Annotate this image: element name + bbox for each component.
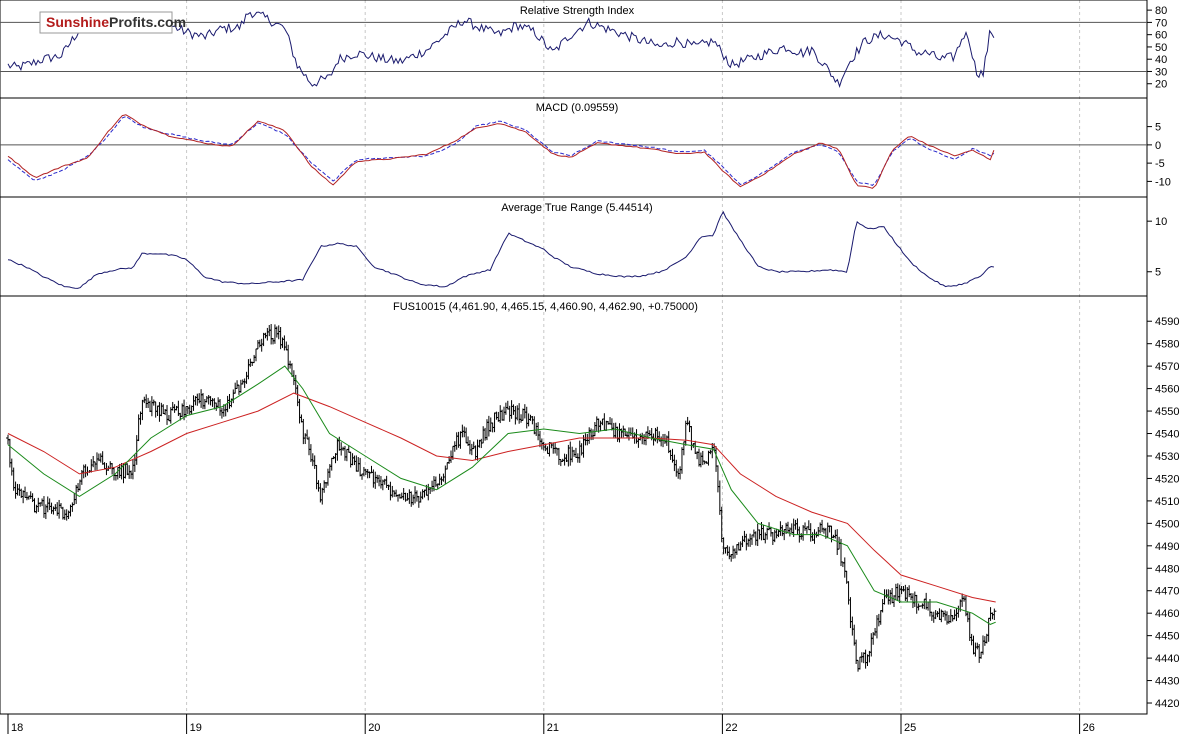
atr-y-ticks: 10 5 xyxy=(1147,216,1167,279)
rsi-reference-lines xyxy=(0,21,1147,72)
price-y-tick-label: 4560 xyxy=(1155,384,1179,396)
macd-y-tick-label: 0 xyxy=(1155,140,1161,152)
price-y-tick-label: 4440 xyxy=(1155,653,1179,665)
macd-title: MACD (0.09559) xyxy=(536,102,619,114)
time-tick-label: 22 xyxy=(725,722,737,734)
rsi-y-tick-label: 40 xyxy=(1155,54,1167,66)
time-tick-label: 25 xyxy=(904,722,916,734)
macd-y-tick-label: -10 xyxy=(1155,176,1171,188)
logo-text: SunshineProfits.com xyxy=(46,14,186,30)
price-y-tick-label: 4500 xyxy=(1155,518,1179,530)
price-y-tick-label: 4460 xyxy=(1155,608,1179,620)
price-y-tick-label: 4420 xyxy=(1155,698,1179,710)
atr-y-tick-label: 5 xyxy=(1155,267,1161,279)
price-y-tick-label: 4580 xyxy=(1155,339,1179,351)
price-candles xyxy=(6,323,997,672)
time-axis: 18 19 20 21 22 25 26 xyxy=(0,713,1147,734)
atr-title: Average True Range (5.44514) xyxy=(501,202,652,214)
price-y-tick-label: 4590 xyxy=(1155,316,1179,328)
price-y-tick-label: 4550 xyxy=(1155,406,1179,418)
price-y-tick-label: 4570 xyxy=(1155,361,1179,373)
atr-series xyxy=(7,210,994,289)
macd-y-ticks: 5 0 -5 -10 xyxy=(1147,122,1171,188)
price-moving-averages xyxy=(7,365,996,625)
logo-part3: .com xyxy=(153,14,186,30)
logo-box xyxy=(39,11,173,34)
price-y-tick-label: 4530 xyxy=(1155,451,1179,463)
price-y-tick-label: 4540 xyxy=(1155,429,1179,441)
price-y-tick-label: 4470 xyxy=(1155,586,1179,598)
price-y-ticks: 4420 4430 4440 4450 4460 4470 4480 4490 4500 4510… xyxy=(1147,316,1179,710)
rsi-y-tick-label: 30 xyxy=(1155,66,1167,78)
logo-part1: Sunshine xyxy=(46,14,109,30)
fast-moving-average xyxy=(7,365,996,625)
macd-y-tick-label: 5 xyxy=(1155,122,1161,134)
price-y-tick-label: 4490 xyxy=(1155,541,1179,553)
atr-line xyxy=(7,210,994,289)
rsi-y-tick-label: 80 xyxy=(1155,5,1167,17)
time-tick-label: 18 xyxy=(11,722,23,734)
atr-y-tick-label: 10 xyxy=(1155,216,1167,228)
atr-panel: Average True Range (5.44514) 10 5 xyxy=(0,196,1167,297)
rsi-y-tick-label: 70 xyxy=(1155,17,1167,29)
price-y-tick-label: 4520 xyxy=(1155,473,1179,485)
macd-panel: MACD (0.09559) 5 0 -5 -10 xyxy=(0,97,1171,198)
time-tick-label: 21 xyxy=(547,722,559,734)
rsi-title: Relative Strength Index xyxy=(520,5,635,17)
price-panel: FUS10015 (4,461.90, 4,465.15, 4,460.90, … xyxy=(0,295,1179,715)
macd-y-tick-label: -5 xyxy=(1155,158,1165,170)
macd-signal-line xyxy=(7,116,995,186)
rsi-y-tick-label: 50 xyxy=(1155,42,1167,54)
logo-part2: Profits xyxy=(109,14,154,30)
price-y-tick-label: 4510 xyxy=(1155,496,1179,508)
time-tick-label: 19 xyxy=(190,722,202,734)
macd-main-line xyxy=(7,114,995,189)
vertical-gridlines xyxy=(186,0,1081,714)
price-title: FUS10015 (4,461.90, 4,465.15, 4,460.90, … xyxy=(393,301,698,313)
time-tick-label: 20 xyxy=(368,722,380,734)
time-axis-ticks: 18 19 20 21 22 25 26 xyxy=(7,714,1095,734)
price-y-tick-label: 4480 xyxy=(1155,563,1179,575)
price-y-tick-label: 4450 xyxy=(1155,631,1179,643)
time-tick-label: 26 xyxy=(1083,722,1095,734)
price-y-tick-label: 4430 xyxy=(1155,676,1179,688)
rsi-y-tick-label: 20 xyxy=(1155,79,1167,91)
slow-moving-average xyxy=(7,392,996,603)
rsi-y-tick-label: 60 xyxy=(1155,30,1167,42)
macd-series xyxy=(7,114,995,189)
sunshine-profits-logo: SunshineProfits.com xyxy=(39,11,186,34)
